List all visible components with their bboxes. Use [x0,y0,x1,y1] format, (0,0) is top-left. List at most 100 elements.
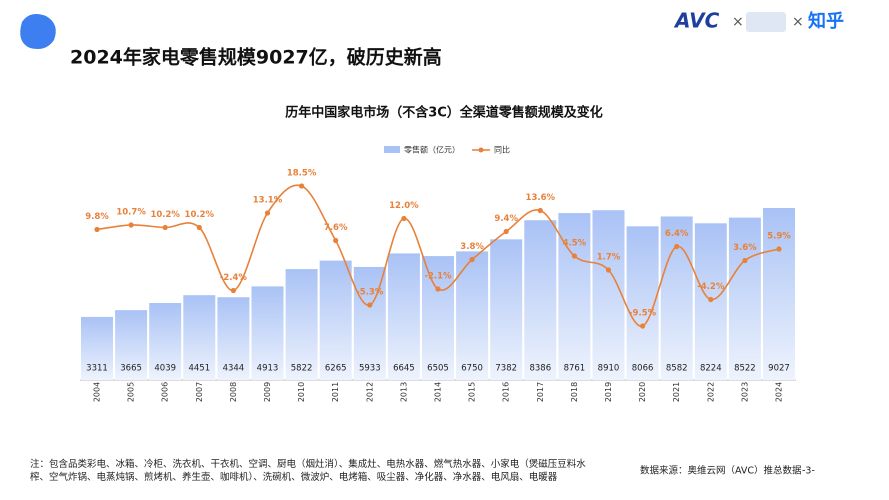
footnote: 注：包含品类彩电、冰箱、冷柜、洗衣机、干衣机、空调、厨电（烟灶消）、集成灶、电热… [30,459,586,483]
line-point [128,222,134,228]
line-point [367,302,373,308]
line-point [742,257,748,264]
line-value-label: 7.6% [324,223,348,233]
line-value-label: 10.7% [116,208,146,218]
bar [387,253,420,380]
bar-value-label: 8066 [632,364,654,374]
x-tick-label: 2007 [195,382,204,402]
line-point [640,323,646,329]
bar [183,295,216,380]
bar-value-label: 4451 [188,364,210,374]
logo-separator: × [732,14,744,30]
line [96,184,780,327]
legend-label: 同比 [494,145,510,155]
x-tick-label: 2006 [161,382,170,402]
x-tick-label: 2021 [672,382,681,402]
bar [456,251,489,380]
line-value-label: -2.4% [220,273,248,283]
x-tick-label: 2022 [706,382,715,402]
bar-value-label: 8386 [529,364,551,374]
line-value-label: -2.1% [424,272,452,282]
bar [422,256,454,380]
bar-value-label: 6265 [325,364,347,374]
bar [524,220,557,380]
bar [149,303,182,380]
line-point [674,243,680,250]
legend-label: 零售额（亿元） [404,145,460,155]
bar-value-label: 8761 [564,364,586,374]
slide-title: 2024年家电零售规模9027亿，破历史新高 [70,46,442,69]
line-point [605,267,612,273]
bar-value-label: 5822 [291,364,313,374]
x-tick-label: 2014 [434,382,443,402]
x-tick-label: 2012 [365,382,374,402]
x-tick-label: 2016 [502,382,511,402]
bar-value-label: 8910 [598,364,620,374]
line-point [469,256,475,263]
bar [728,217,761,380]
legend-swatch [478,147,484,153]
x-tick-label: 2019 [604,382,613,402]
line-point [162,224,168,231]
page-number: -3- [802,466,815,477]
decor-blob [20,14,56,49]
line-value-label: 4.5% [563,239,587,249]
line-value-label: 5.9% [767,232,791,242]
x-tick-label: 2013 [399,382,408,402]
line-point [776,246,782,252]
bar-value-label: 8522 [734,364,756,374]
bar-value-label: 3311 [86,364,108,374]
line-value-label: 6.4% [665,229,689,239]
bar-value-label: 9027 [768,364,790,374]
bar [285,269,318,380]
bar [81,316,113,380]
line-value-label: -9.5% [629,309,657,319]
line-value-label: 9.8% [85,212,109,222]
bar-value-label: 4344 [223,364,245,374]
x-tick-label: 2020 [638,382,647,402]
logo-separator: × [792,14,804,30]
logo-partner [746,12,786,32]
bar [490,239,523,380]
x-tick-label: 2009 [263,382,272,402]
legend-swatch [384,146,400,153]
line-point [264,210,271,216]
bar [319,260,352,380]
x-tick-label: 2011 [331,382,340,402]
x-tick-label: 2005 [127,382,136,402]
line-point [401,215,407,222]
line-value-label: 1.7% [597,253,621,263]
x-tick-label: 2010 [297,382,306,402]
x-tick-label: 2008 [229,382,238,402]
bar [660,216,693,380]
line-value-label: -4.2% [697,282,725,292]
bar [592,210,625,380]
line-point [708,296,714,303]
line-point [230,287,236,294]
source: 数据来源：奥维云网（AVC）推总数据 [640,465,802,477]
line-point [196,224,202,231]
x-tick-label: 2004 [93,382,102,402]
line-value-label: 3.6% [733,243,757,253]
x-tick-label: 2018 [570,382,579,402]
bar-value-label: 6750 [461,364,483,374]
bar [217,297,250,380]
bar [763,208,795,380]
line-point [435,286,441,292]
bar [626,226,659,380]
bar-value-label: 6505 [427,364,449,374]
line-value-label: 13.6% [526,193,556,203]
chart-title: 历年中国家电市场（不含3C）全渠道零售额规模及变化 [285,105,603,121]
bar-value-label: 6645 [393,364,415,374]
logo-zhihu: 知乎 [808,10,844,32]
line-point [333,237,339,244]
x-tick-label: 2023 [740,382,749,402]
line-value-label: 9.4% [494,214,518,224]
bar-value-label: 8224 [700,364,722,374]
line-value-label: 18.5% [287,169,317,179]
line-point [571,253,578,259]
line-point [94,226,100,233]
line-point [299,183,305,189]
